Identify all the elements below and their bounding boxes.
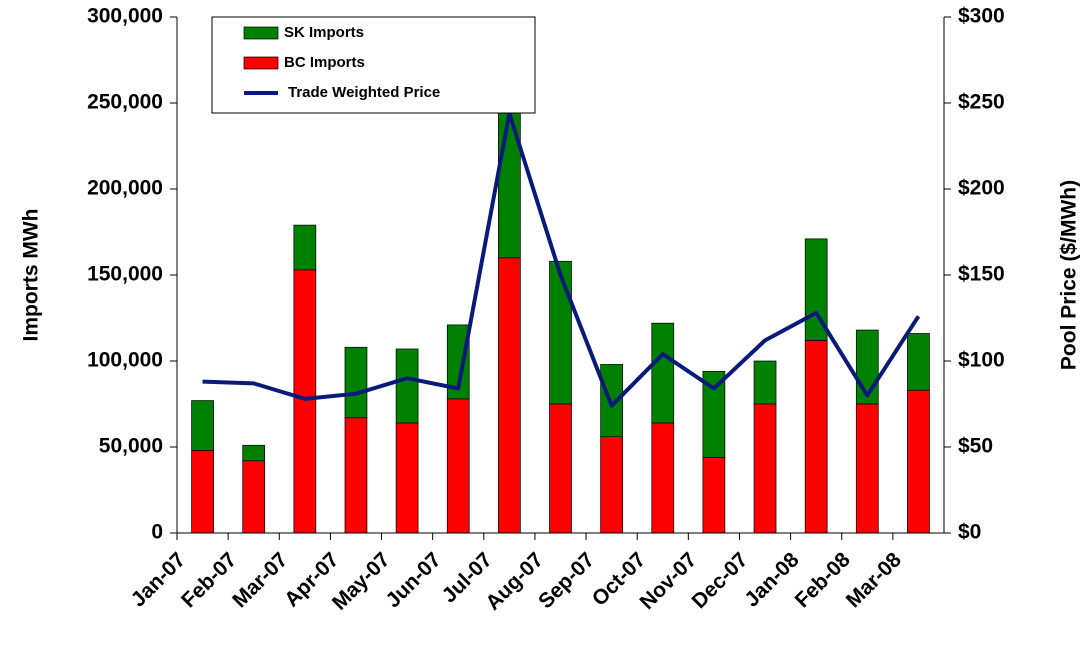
- bar-segment: [191, 400, 214, 451]
- y-tick-label: 250,000: [87, 91, 163, 114]
- bar-segment: [804, 340, 828, 534]
- bar-segment: [702, 456, 726, 534]
- bar-segment: [446, 398, 470, 534]
- bar-segment: [549, 260, 572, 405]
- bar-segment: [651, 422, 675, 534]
- legend-label: BC Imports: [284, 54, 365, 71]
- x-tick-label: Mar-08: [842, 548, 906, 612]
- x-tick-label: May-07: [328, 548, 395, 615]
- bar-segment: [395, 422, 419, 534]
- y2-tick-label: $150: [958, 263, 1005, 286]
- bar-segment: [395, 348, 419, 424]
- x-tick-label: Jun-07: [382, 548, 446, 612]
- bar-segment: [293, 269, 317, 534]
- bar-segment: [855, 403, 879, 534]
- x-tick-label: Sep-07: [534, 548, 599, 613]
- bar-segment: [651, 322, 675, 424]
- bar-segment: [344, 417, 368, 534]
- bar-segment: [293, 224, 317, 271]
- x-tick-label: Mar-07: [228, 548, 292, 612]
- y-tick-label: 300,000: [87, 5, 163, 28]
- bar-segment: [753, 403, 777, 534]
- bar-segment: [600, 436, 623, 534]
- bar-segment: [702, 370, 726, 458]
- legend-swatch: [243, 26, 279, 40]
- x-tick-label: Aug-07: [481, 548, 548, 615]
- bar-segment: [344, 346, 368, 419]
- bar-segment: [191, 450, 214, 534]
- x-tick-label: Jan-08: [740, 548, 804, 612]
- x-tick-label: Feb-07: [177, 548, 241, 612]
- bar-segment: [242, 460, 266, 534]
- y2-tick-label: $100: [958, 349, 1005, 372]
- bar-segment: [907, 333, 930, 391]
- y-axis-title: Imports MWh: [20, 209, 43, 342]
- y2-axis-title: Pool Price ($/MWh): [1058, 180, 1081, 370]
- x-tick-label: Jan-07: [127, 548, 190, 611]
- bar-segment: [549, 403, 572, 534]
- bar-segment: [242, 444, 266, 462]
- x-tick-label: Dec-07: [688, 548, 753, 613]
- y2-tick-label: $200: [958, 177, 1005, 200]
- bar-segment: [498, 257, 521, 534]
- y2-tick-label: $50: [958, 435, 993, 458]
- y-tick-label: 150,000: [87, 263, 163, 286]
- y2-tick-label: $0: [958, 521, 981, 544]
- y2-tick-label: $250: [958, 91, 1005, 114]
- bar-segment: [907, 389, 930, 534]
- bar-segment: [753, 360, 777, 405]
- legend-label: Trade Weighted Price: [288, 84, 440, 101]
- y-tick-label: 100,000: [87, 349, 163, 372]
- y2-tick-label: $300: [958, 5, 1005, 28]
- legend-label: SK Imports: [284, 24, 364, 41]
- x-tick-label: Feb-08: [791, 548, 855, 612]
- y-tick-label: 50,000: [99, 435, 163, 458]
- y-tick-label: 0: [151, 521, 163, 544]
- x-tick-label: Nov-07: [636, 548, 702, 614]
- legend-swatch: [243, 56, 279, 70]
- bar-segment: [446, 324, 470, 400]
- y-tick-label: 200,000: [87, 177, 163, 200]
- price-line: [202, 111, 921, 408]
